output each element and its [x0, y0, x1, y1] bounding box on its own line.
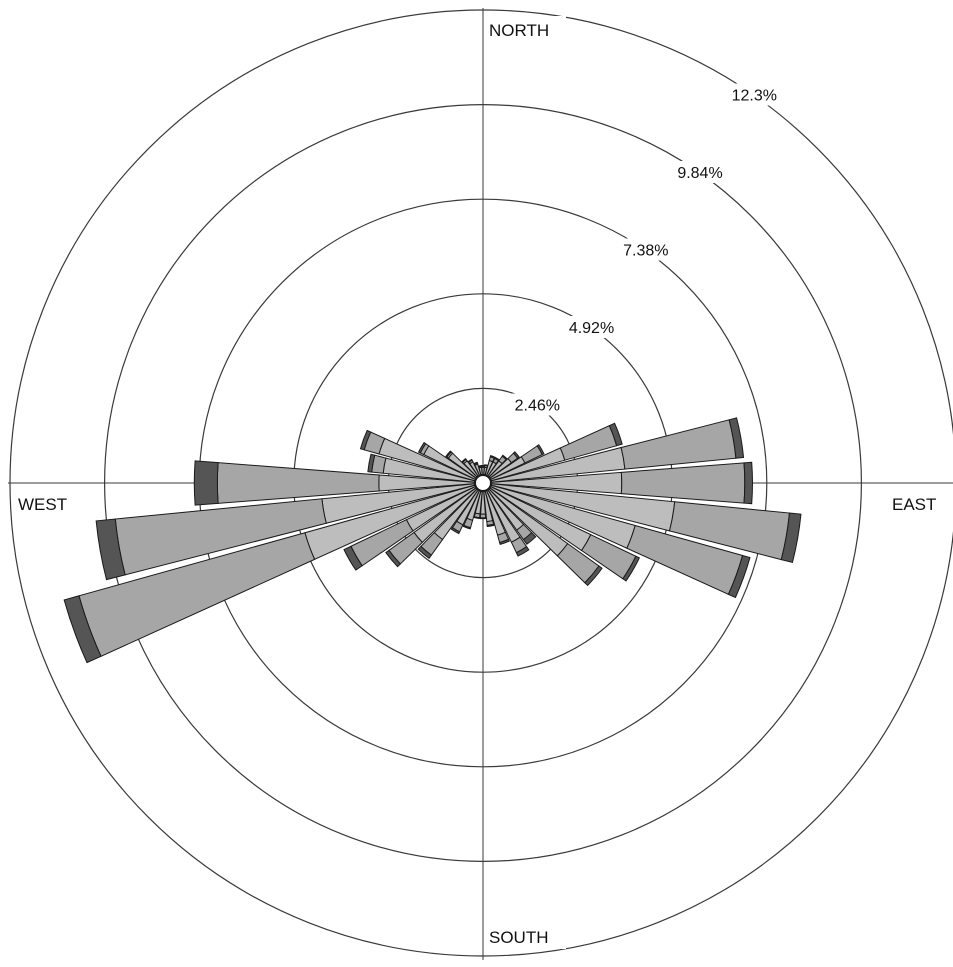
- ring-labels: 2.46% 4.92% 7.38% 9.84% 12.3%: [511, 83, 780, 416]
- petal-360-band-1: [481, 466, 485, 476]
- petal-190-band-3: [473, 516, 481, 520]
- petal-20-band-3: [489, 455, 496, 459]
- petal-320-band-3: [461, 457, 467, 463]
- ring-label-4: 9.84%: [677, 165, 722, 182]
- petal-360-band-3: [481, 464, 485, 467]
- cardinal-labels: NORTH EAST SOUTH WEST: [14, 16, 948, 949]
- petal-90-band-2: [620, 462, 746, 504]
- petal-60-band-3: [536, 444, 545, 456]
- petal-30-band-3: [494, 456, 500, 462]
- petal-40-band-3: [501, 454, 508, 461]
- petal-10-band-3: [484, 464, 489, 467]
- petal-70-band-3: [608, 422, 623, 447]
- petal-250-band-3: [63, 595, 102, 664]
- petal-270-band-3: [193, 460, 219, 506]
- petal-210-band-3: [450, 526, 461, 535]
- petal-90-band-3: [743, 461, 753, 505]
- petal-260-band-3: [95, 518, 126, 581]
- ring-label-5: 12.3%: [732, 88, 777, 105]
- west-label: WEST: [18, 495, 67, 514]
- petal-280-band-3: [367, 453, 376, 473]
- petal-140-band-3: [522, 531, 537, 545]
- petal-220-band-3: [417, 545, 433, 559]
- petal-110-band-3: [727, 554, 751, 599]
- petal-330-band-3: [467, 458, 473, 463]
- south-label: SOUTH: [489, 928, 549, 947]
- petal-350-band-3: [478, 464, 482, 468]
- petal-170-band-3: [486, 523, 495, 528]
- petal-160-band-3: [499, 538, 511, 546]
- petal-80-band-2: [620, 419, 737, 470]
- petal-80-band-3: [728, 417, 745, 459]
- petal-230-band-3: [385, 549, 402, 568]
- petal-300-band-3: [417, 441, 427, 454]
- ring-label-3: 7.38%: [623, 243, 668, 260]
- petal-100-band-3: [780, 512, 802, 564]
- ring-label-1: 2.46%: [515, 398, 560, 415]
- petal-180-band-2: [479, 513, 487, 519]
- petal-290-band-3: [359, 429, 372, 451]
- petal-340-band-3: [473, 461, 479, 465]
- petal-50-band-3: [512, 451, 520, 459]
- calm-circle: [474, 474, 492, 492]
- petal-240-band-3: [343, 545, 363, 571]
- wind-rose-petals: [63, 417, 802, 664]
- petal-310-band-3: [445, 450, 452, 458]
- ring-label-2: 4.92%: [569, 320, 614, 337]
- petal-180-band-3: [479, 517, 487, 520]
- petal-150-band-3: [515, 546, 530, 557]
- petal-200-band-3: [462, 524, 472, 530]
- north-label: NORTH: [489, 21, 549, 40]
- petal-130-band-3: [584, 565, 603, 587]
- petal-120-band-3: [622, 555, 641, 582]
- east-label: EAST: [892, 495, 936, 514]
